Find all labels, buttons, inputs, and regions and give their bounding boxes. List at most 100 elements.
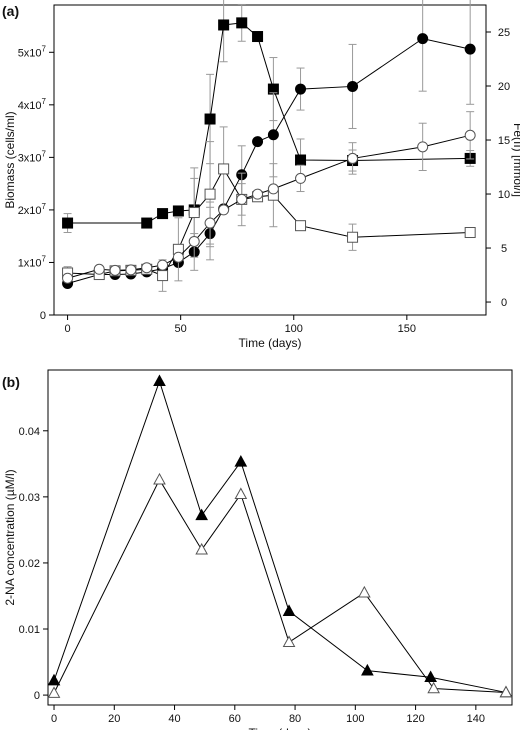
y-tick-label-base: 3x10 — [18, 152, 42, 164]
y2-tick-label: 25 — [498, 27, 510, 39]
x-tick-label: 140 — [467, 713, 485, 725]
y-tick-label-exponent: 7 — [42, 97, 47, 106]
data-point — [93, 263, 105, 275]
x-axis-title: Time (days) — [249, 726, 312, 730]
y2-tick-label: 20 — [498, 81, 510, 93]
data-point — [195, 508, 209, 521]
data-point — [464, 43, 476, 55]
panel-label: (a) — [2, 3, 19, 19]
x-tick-label: 0 — [51, 713, 57, 725]
data-point — [295, 154, 307, 166]
data-point — [358, 585, 371, 598]
data-point — [218, 204, 230, 216]
data-point — [295, 172, 307, 184]
data-point — [252, 188, 264, 200]
x-tick-label: 20 — [108, 713, 120, 725]
data-point — [295, 220, 307, 232]
y-tick-label-exponent: 7 — [42, 149, 47, 158]
data-point — [172, 205, 184, 217]
y-tick-label-base: 1x10 — [18, 257, 42, 269]
y-tick-label: 0.01 — [19, 624, 40, 636]
y-tick-label-base: 4x10 — [18, 100, 42, 112]
data-point — [427, 681, 441, 694]
data-point — [361, 663, 374, 676]
x-tick-label: 120 — [406, 713, 424, 725]
y-tick-label-base: 5x10 — [18, 47, 42, 59]
y2-tick-label: 10 — [498, 189, 510, 201]
series-line — [67, 134, 471, 279]
data-point — [464, 129, 476, 141]
plot-frame — [53, 4, 487, 316]
data-point — [172, 251, 184, 263]
data-point — [109, 264, 121, 276]
data-point — [218, 163, 230, 175]
data-point — [252, 136, 264, 148]
data-point — [236, 193, 248, 205]
series-line — [53, 478, 507, 694]
data-point — [141, 262, 153, 274]
data-point — [204, 113, 216, 125]
x-tick-label: 50 — [175, 323, 187, 335]
y-tick-label: 0.04 — [19, 426, 40, 438]
y2-tick-label: 5 — [501, 243, 507, 255]
data-point — [188, 207, 200, 219]
data-point — [347, 80, 359, 92]
data-point — [62, 217, 74, 229]
y2-axis-title: Fe(II) [mmol/l] — [511, 123, 520, 197]
y-tick-label: 0 — [34, 690, 40, 702]
series-line — [67, 167, 471, 277]
data-point — [204, 188, 216, 200]
series-1 — [62, 0, 476, 242]
data-point — [252, 31, 264, 43]
data-point — [62, 272, 74, 284]
data-point — [188, 235, 200, 247]
data-point — [499, 685, 513, 698]
data-point — [204, 217, 216, 229]
data-point — [157, 208, 169, 220]
x-tick-label: 100 — [285, 323, 303, 335]
y-tick-label-exponent: 7 — [42, 202, 47, 211]
y-tick-label: 3x107 — [18, 149, 47, 164]
y-tick-label: 0 — [40, 310, 46, 322]
data-point — [464, 227, 476, 239]
data-point — [282, 604, 296, 616]
y-axis-title: Biomass (cells/ml) — [3, 111, 17, 208]
data-point — [417, 33, 429, 45]
data-point — [295, 83, 307, 95]
x-axis-title: Time (days) — [239, 336, 302, 350]
y-tick-label: 2x107 — [18, 202, 47, 217]
panel-label: (b) — [2, 374, 20, 390]
data-point — [347, 152, 359, 164]
data-point — [153, 374, 166, 387]
y-tick-label-base: 2x10 — [18, 205, 42, 217]
x-tick-label: 40 — [168, 713, 180, 725]
series-line — [53, 379, 507, 693]
y-tick-label: 4x107 — [18, 97, 47, 112]
y-tick-label: 0.03 — [19, 492, 40, 504]
x-tick-label: 100 — [346, 713, 364, 725]
y2-tick-label: 0 — [501, 297, 507, 309]
data-point — [234, 455, 248, 467]
y-axis-title: 2-NA concentration (µM/l) — [3, 469, 17, 605]
data-point — [47, 673, 61, 686]
data-point — [282, 635, 296, 648]
x-tick-label: 150 — [398, 323, 416, 335]
series-2 — [47, 472, 513, 698]
data-point — [157, 270, 169, 282]
data-point — [157, 259, 169, 271]
y-tick-label-exponent: 7 — [42, 254, 47, 263]
y-tick-label: 5x107 — [18, 44, 47, 59]
y-tick-label: 1x107 — [18, 254, 47, 269]
data-point — [195, 542, 209, 555]
data-point — [267, 129, 279, 141]
series-1 — [47, 374, 513, 698]
y2-tick-label: 15 — [498, 135, 510, 147]
data-point — [236, 17, 248, 29]
data-point — [153, 472, 166, 485]
y-tick-label-base: 0 — [40, 310, 46, 322]
data-point — [47, 686, 61, 698]
series-2 — [62, 0, 476, 289]
series-3 — [62, 126, 476, 292]
data-point — [267, 183, 279, 195]
